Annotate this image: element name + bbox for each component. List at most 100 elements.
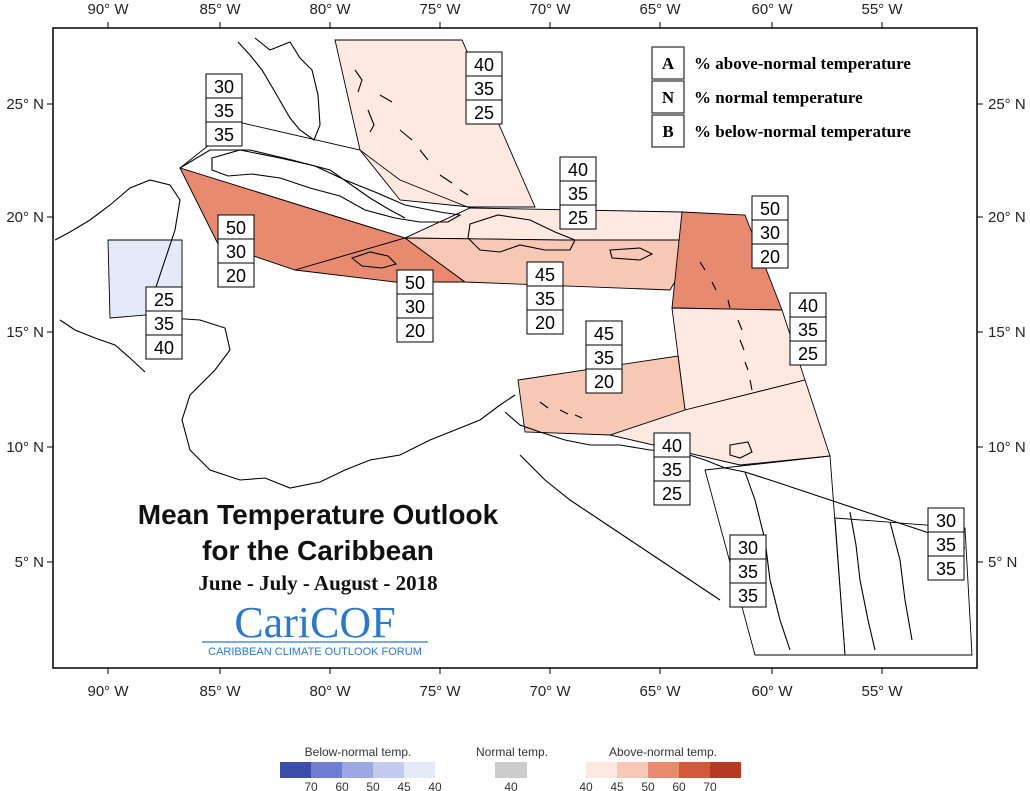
prob-cell [526, 261, 564, 287]
prob-cell [789, 340, 827, 366]
key-label: % normal temperature [694, 88, 863, 107]
prob-value: 50 [760, 199, 780, 219]
map-plot: 40 35 25 30 35 35 50 30 20 50 30 20 40 35 25 45 35 20 50 30… [54, 37, 973, 656]
prob-cell [789, 292, 827, 318]
scale-swatch-below [342, 762, 373, 778]
prob-value: 25 [474, 103, 494, 123]
lon-label-top: 55° W [861, 1, 903, 18]
prob-box-windward-islands: 40 35 25 [789, 292, 827, 366]
lon-label-top: 60° W [751, 1, 793, 18]
prob-cell [396, 317, 434, 343]
title-block: Mean Temperature Outlook for the Caribbe… [138, 499, 499, 595]
probability-key-legend: A % above-normal temperature N % normal tem… [651, 46, 911, 148]
prob-box-cuba: 30 35 35 [205, 73, 243, 147]
prob-box-guyana: 30 35 35 [729, 534, 767, 608]
probability-boxes: 40 35 25 30 35 35 50 30 20 50 30 20 40 35 25 45 35 20 50 30… [145, 51, 965, 608]
lon-label-bottom: 60° W [751, 683, 793, 700]
prob-cell [751, 195, 789, 221]
prob-value: 35 [154, 314, 174, 334]
scale-above-title: Above-normal temp. [609, 745, 717, 759]
prob-cell [927, 555, 965, 581]
prob-cell [559, 204, 597, 230]
key-label: % above-normal temperature [694, 54, 911, 73]
scale-tick-normal: 40 [504, 780, 518, 791]
scale-tick-below: 40 [428, 780, 442, 791]
key-letter: B [662, 122, 673, 141]
prob-value: 30 [760, 223, 780, 243]
scale-below-title: Below-normal temp. [305, 745, 412, 759]
lat-label-right: 25° N [988, 96, 1026, 113]
prob-box-bahamas: 40 35 25 [465, 51, 503, 125]
lat-label-right: 20° N [988, 209, 1026, 226]
lon-label-top: 85° W [199, 1, 241, 18]
prob-cell [653, 456, 691, 482]
prob-value: 35 [535, 289, 555, 309]
prob-cell [559, 156, 597, 182]
prob-cell [653, 432, 691, 458]
prob-value: 35 [214, 101, 234, 121]
prob-value: 40 [568, 160, 588, 180]
prob-cell [729, 582, 767, 608]
key-box [651, 114, 685, 148]
lon-label-top: 70° W [529, 1, 571, 18]
prob-value: 35 [662, 460, 682, 480]
prob-cell [729, 534, 767, 560]
prob-box-belize: 25 35 40 [145, 286, 183, 360]
prob-cell [585, 368, 623, 394]
prob-cell [465, 99, 503, 125]
lon-label-bottom: 55° W [861, 683, 903, 700]
prob-cell [653, 480, 691, 506]
prob-value: 20 [535, 313, 555, 333]
prob-box-abc-islands: 45 35 20 [585, 320, 623, 394]
prob-value: 20 [760, 247, 780, 267]
color-scale-legend: Below-normal temp. Normal temp. Above-no… [280, 745, 741, 791]
prob-value: 35 [936, 535, 956, 555]
prob-cell [585, 320, 623, 346]
lon-label-top: 75° W [419, 1, 461, 18]
prob-value: 45 [594, 324, 614, 344]
lat-label-left: 25° N [6, 96, 44, 113]
prob-cell [205, 121, 243, 147]
prob-cell [751, 243, 789, 269]
lon-label-bottom: 70° W [529, 683, 571, 700]
prob-cell [145, 286, 183, 312]
prob-value: 50 [226, 218, 246, 238]
scale-tick-below: 45 [397, 780, 411, 791]
prob-cell [526, 309, 564, 335]
lon-label-bottom: 65° W [639, 683, 681, 700]
prob-value: 35 [568, 184, 588, 204]
scale-tick-above: 60 [672, 780, 686, 791]
scale-normal-title: Normal temp. [476, 745, 548, 759]
lat-label-left: 20° N [6, 209, 44, 226]
key-label: % below-normal temperature [694, 122, 911, 141]
scale-tick-above: 40 [579, 780, 593, 791]
prob-box-suriname-guiana: 30 35 35 [927, 507, 965, 581]
prob-value: 35 [738, 586, 758, 606]
scale-tick-above: 50 [641, 780, 655, 791]
prob-box-trinidad: 40 35 25 [653, 432, 691, 506]
prob-value: 35 [594, 348, 614, 368]
prob-value: 20 [405, 321, 425, 341]
prob-cell [145, 334, 183, 360]
prob-value: 50 [405, 273, 425, 293]
prob-cell [396, 293, 434, 319]
prob-value: 35 [798, 320, 818, 340]
prob-value: 40 [474, 55, 494, 75]
prob-cell [585, 344, 623, 370]
region-suriname-outline [834, 517, 973, 656]
season-label: June - July - August - 2018 [198, 571, 437, 595]
lon-label-top: 80° W [309, 1, 351, 18]
prob-box-leeward-islands: 50 30 20 [751, 195, 789, 269]
key-letter: A [662, 54, 675, 73]
scale-swatch-above [679, 762, 710, 778]
title-line1: Mean Temperature Outlook [138, 499, 499, 530]
logo-subtitle: CARIBBEAN CLIMATE OUTLOOK FORUM [208, 646, 422, 658]
prob-value: 45 [535, 265, 555, 285]
prob-value: 35 [474, 79, 494, 99]
prob-cell [396, 269, 434, 295]
scale-tick-below: 70 [304, 780, 318, 791]
prob-box-hispaniola-pr: 45 35 20 [526, 261, 564, 335]
lat-label-right: 10° N [988, 439, 1026, 456]
scale-swatch-above [586, 762, 617, 778]
